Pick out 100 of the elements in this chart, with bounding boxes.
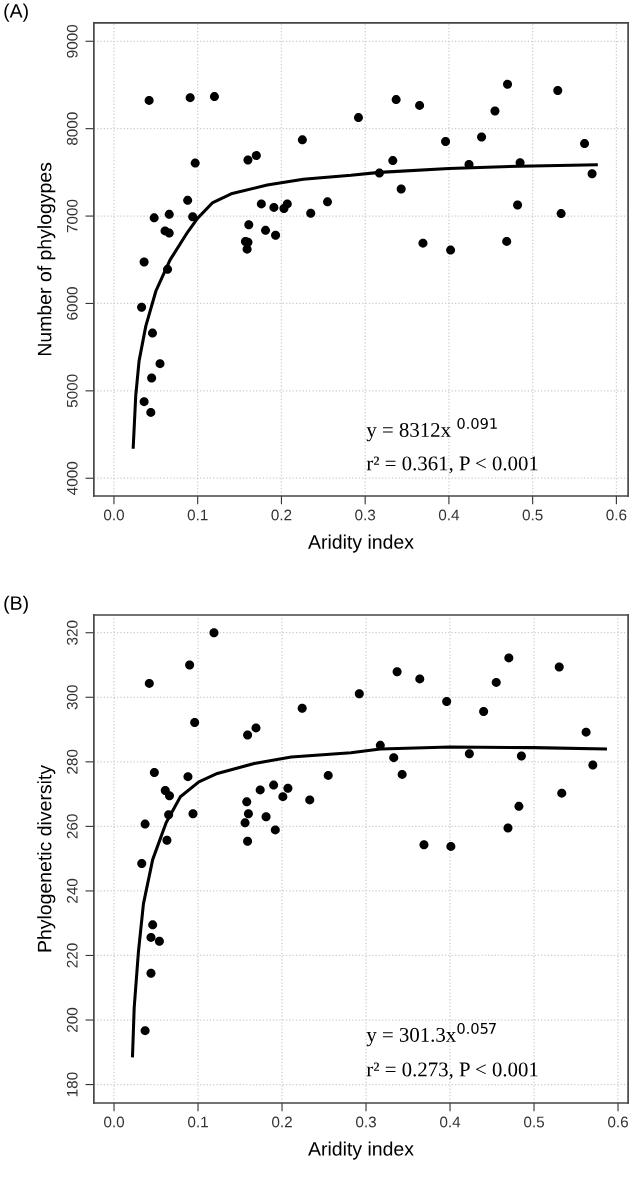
- point: [419, 840, 429, 850]
- point: [137, 302, 147, 312]
- point: [188, 212, 198, 222]
- point: [580, 139, 590, 149]
- annotation: r² = 0.273, P < 0.001: [366, 1062, 538, 1080]
- x-tick-label: 0.2: [272, 1116, 292, 1128]
- point: [243, 836, 253, 846]
- point: [144, 95, 154, 105]
- point: [442, 696, 452, 706]
- point: [396, 184, 406, 194]
- point: [503, 823, 513, 833]
- x-axis-title: Aridity index: [308, 534, 414, 553]
- point: [269, 202, 279, 212]
- point: [515, 158, 525, 168]
- point: [491, 677, 501, 687]
- point: [240, 818, 250, 828]
- point: [164, 791, 174, 801]
- point: [270, 825, 280, 835]
- point: [323, 770, 333, 780]
- point: [163, 264, 173, 274]
- y-tick-label: 6000: [66, 287, 78, 320]
- y-tick-label: 260: [66, 814, 78, 839]
- point: [353, 113, 363, 123]
- y-tick-label: 180: [66, 1072, 78, 1097]
- point: [282, 199, 292, 209]
- point: [581, 727, 591, 737]
- point: [305, 795, 315, 805]
- point: [306, 208, 316, 218]
- x-tick-label: 0.1: [188, 1116, 208, 1128]
- x-tick-label: 0.3: [356, 1116, 376, 1128]
- point: [587, 169, 597, 179]
- point: [261, 812, 271, 822]
- y-tick-label: 300: [66, 685, 78, 710]
- point: [297, 135, 307, 145]
- point: [140, 819, 150, 829]
- y-tick-label: 320: [66, 620, 78, 645]
- point: [297, 703, 307, 713]
- point: [553, 85, 563, 95]
- x-tick-label: 0.2: [271, 509, 292, 521]
- point: [388, 156, 398, 166]
- point: [418, 238, 428, 248]
- point: [149, 213, 159, 223]
- point: [271, 230, 281, 240]
- point: [148, 920, 158, 930]
- x-tick-label: 0.6: [608, 1116, 628, 1128]
- y-tick-label: 280: [66, 749, 78, 774]
- point: [162, 835, 172, 845]
- point: [554, 662, 564, 672]
- x-tick-label: 0.4: [438, 509, 460, 521]
- y-tick-label: 200: [66, 1007, 78, 1032]
- point: [164, 228, 174, 238]
- point: [323, 197, 332, 207]
- point: [146, 407, 156, 417]
- point: [391, 95, 401, 105]
- point: [164, 810, 174, 820]
- point: [155, 359, 165, 369]
- point: [147, 373, 157, 383]
- point: [464, 749, 474, 759]
- point: [209, 628, 219, 638]
- point: [242, 797, 252, 807]
- point: [139, 257, 149, 267]
- point: [146, 968, 156, 978]
- point: [374, 168, 384, 178]
- point: [490, 106, 500, 116]
- point: [389, 753, 399, 763]
- x-tick-label: 0.1: [187, 509, 208, 521]
- annotation: r² = 0.361, P < 0.001: [366, 456, 538, 474]
- point: [154, 936, 164, 946]
- annotation: y = 301.3x$^{0.057}$: [366, 1022, 496, 1047]
- point: [139, 397, 149, 407]
- y-tick-label: 9000: [66, 24, 78, 58]
- point: [477, 132, 487, 142]
- chart-title: (A): [4, 3, 28, 22]
- point: [261, 225, 271, 235]
- point: [243, 809, 253, 819]
- x-tick-label: 0.6: [606, 509, 627, 521]
- y-tick-label: 4000: [66, 461, 78, 495]
- x-tick-label: 0.3: [355, 509, 376, 521]
- x-tick-label: 0.4: [440, 1116, 461, 1128]
- x-axis-title: Aridity index: [308, 1141, 414, 1160]
- point: [209, 92, 219, 102]
- point: [140, 1026, 150, 1036]
- y-tick-label: 7000: [66, 199, 78, 233]
- point: [588, 760, 598, 770]
- point: [255, 785, 265, 795]
- point: [502, 236, 512, 246]
- point: [147, 328, 157, 338]
- x-tick-label: 0.5: [522, 509, 543, 521]
- point: [278, 792, 288, 802]
- point: [243, 155, 253, 165]
- point: [190, 717, 200, 727]
- point: [557, 788, 567, 798]
- point: [503, 79, 513, 89]
- point: [185, 660, 195, 670]
- point: [269, 780, 279, 790]
- y-axis-title: Phylogenetic diversity: [37, 764, 56, 952]
- point: [185, 93, 195, 103]
- point: [164, 209, 174, 219]
- point: [415, 674, 425, 684]
- point: [415, 100, 425, 110]
